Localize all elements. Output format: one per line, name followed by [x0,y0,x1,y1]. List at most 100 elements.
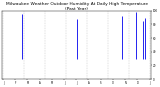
Point [110,27,112,29]
Point [2,66,5,67]
Point [100,30,103,32]
Point [78,43,81,44]
Point [33,41,36,43]
Point [38,36,40,37]
Point [89,33,92,34]
Point [107,39,110,40]
Point [56,33,59,35]
Point [81,50,84,51]
Point [6,43,9,44]
Point [120,47,123,48]
Point [83,45,85,47]
Point [125,70,128,72]
Point [76,42,78,44]
Point [32,37,34,38]
Point [73,38,75,39]
Point [86,38,88,39]
Point [39,59,42,60]
Point [131,30,134,32]
Point [60,44,62,45]
Point [118,28,120,30]
Point [124,39,126,40]
Point [92,32,95,33]
Point [78,40,80,41]
Point [76,22,79,24]
Point [49,40,52,41]
Point [45,42,47,43]
Point [148,55,151,56]
Point [51,37,54,38]
Point [117,35,120,37]
Point [24,36,26,38]
Point [140,51,142,53]
Point [54,36,57,38]
Point [21,56,24,58]
Point [145,56,148,58]
Point [32,46,35,47]
Point [109,46,111,47]
Point [17,61,20,62]
Point [96,62,99,64]
Point [84,31,87,33]
Point [80,26,83,28]
Point [100,46,102,48]
Point [39,45,42,47]
Point [12,49,15,50]
Point [22,58,24,59]
Point [4,39,7,40]
Point [106,30,108,31]
Point [4,34,6,35]
Point [75,40,77,41]
Point [89,32,92,33]
Point [56,34,58,36]
Point [94,47,97,49]
Point [97,37,100,39]
Point [93,28,95,29]
Point [3,58,6,59]
Point [72,41,75,42]
Point [79,11,82,13]
Point [74,41,76,43]
Point [25,46,28,47]
Point [130,51,132,52]
Point [96,45,99,46]
Point [16,43,18,44]
Point [28,41,31,43]
Point [125,47,128,48]
Point [142,43,144,45]
Point [28,48,31,49]
Point [2,48,5,49]
Point [102,47,105,48]
Point [125,50,128,52]
Point [129,46,132,48]
Point [94,42,96,43]
Point [68,26,71,27]
Point [47,37,49,38]
Point [36,44,39,45]
Point [147,49,150,50]
Point [84,39,86,40]
Point [135,50,137,51]
Point [45,46,48,47]
Point [12,11,15,13]
Point [60,41,63,43]
Point [87,42,90,43]
Point [82,34,84,35]
Point [69,18,72,19]
Point [30,59,32,60]
Point [55,20,58,21]
Point [14,47,17,48]
Point [29,40,32,41]
Point [134,52,136,54]
Point [69,37,71,39]
Point [107,44,110,46]
Point [127,39,129,40]
Point [115,52,117,53]
Point [107,20,109,21]
Point [19,54,22,55]
Point [30,67,33,68]
Point [46,47,49,48]
Point [86,23,89,24]
Point [38,43,41,44]
Point [104,50,106,51]
